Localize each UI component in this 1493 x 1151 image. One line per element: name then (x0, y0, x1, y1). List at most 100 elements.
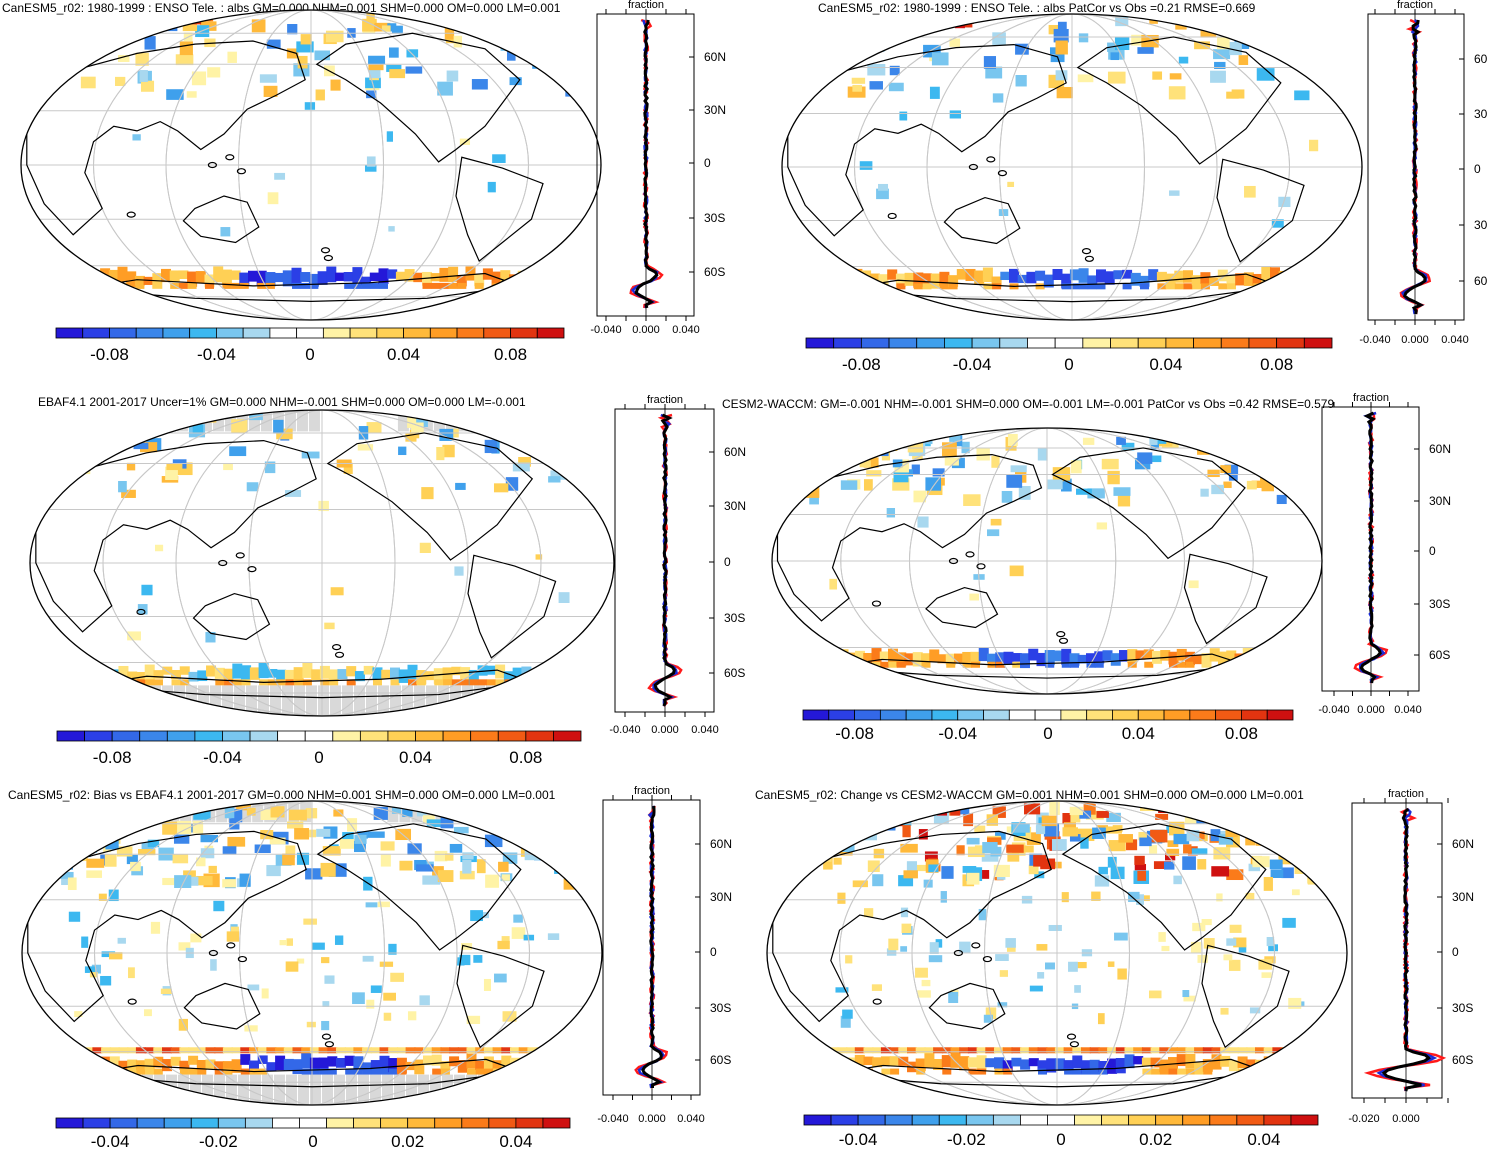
zonal-profile: fraction -0.040 0.000 0.040 60N 30N 0 30S 60S (1318, 392, 1451, 716)
profile-lat-label: 60S (724, 666, 745, 680)
colorbar-tick-label: -0.02 (947, 1130, 986, 1149)
colorbar-tick-label: 0.04 (1149, 355, 1182, 374)
profile-unit-label: fraction (647, 394, 683, 406)
coastlines (772, 823, 1290, 1088)
panel-title: CanESM5_r02: Change vs CESM2-WACCM GM=0.… (755, 788, 1304, 802)
profile-x-tick-label: 0.000 (638, 1113, 666, 1125)
profile-lat-label: 30S (704, 211, 725, 225)
map (766, 800, 1348, 1106)
colorbar-tick-label: 0.04 (1247, 1130, 1280, 1149)
map (20, 9, 602, 321)
map-border (766, 800, 1348, 1106)
profile-lat-label: 30S (724, 611, 745, 625)
profile-lat-label: 30N (710, 890, 732, 904)
zonal-profile: fraction -0.040 0.000 0.040 60N 30N 0 30S 60S (590, 0, 726, 336)
profile-curve-black (634, 19, 659, 309)
profile-x-tick-label: -0.020 (1348, 1113, 1379, 1125)
profile-lat-label: 60S (1452, 1053, 1473, 1067)
profile-curve-black (641, 805, 663, 1089)
colorbar-tick-label: -0.04 (938, 724, 977, 743)
colorbar: -0.08 -0.04 0 0.04 0.08 (56, 730, 582, 767)
profile-x-tick-label: -0.040 (1318, 704, 1349, 716)
map (781, 13, 1363, 321)
colorbar-tick-label: -0.02 (199, 1132, 238, 1151)
colorbar-tick-label: 0.02 (1139, 1130, 1172, 1149)
colorbar-tick-label: -0.08 (93, 748, 132, 767)
profile-lat-label: 0 (710, 945, 717, 959)
profile-x-tick-label: 0.000 (632, 324, 660, 336)
profile-lat-label: 60S (710, 1053, 731, 1067)
colorbar-tick-label: -0.08 (835, 724, 874, 743)
profile-lat-label: 60S (1429, 648, 1450, 662)
profile-x-tick-label: -0.040 (597, 1113, 628, 1125)
profile-unit-label: fraction (1388, 788, 1424, 800)
colorbar-tick-label: 0.04 (499, 1132, 532, 1151)
colorbar: -0.04 -0.02 0 0.02 0.04 (55, 1117, 571, 1151)
profile-unit-label: fraction (1353, 392, 1389, 404)
profile-x-tick-label: 0.000 (1357, 704, 1385, 716)
panel-title: EBAF4.1 2001-2017 Uncer=1% GM=0.000 NHM=… (38, 395, 526, 409)
profile-x-tick-label: -0.040 (1359, 334, 1390, 346)
colorbar-tick-label: 0.04 (387, 345, 420, 364)
profile-curve-black (1402, 19, 1427, 315)
colorbar-tick-label: 0.04 (399, 748, 432, 767)
graticule (30, 410, 614, 716)
profile-unit-label: fraction (628, 0, 664, 11)
panel-title: CanESM5_r02: 1980-1999 : ENSO Tele. : al… (818, 1, 1256, 15)
zonal-profile: fraction -0.040 0.000 0.040 60N 30N 0 30S 60S (597, 785, 732, 1125)
profile-lat-label: 60N (1452, 837, 1474, 851)
colorbar-tick-label: -0.04 (839, 1130, 878, 1149)
profile-lat-label: 60N (1429, 442, 1451, 456)
colorbar-tick-label: -0.04 (203, 748, 242, 767)
profile-unit-label: fraction (634, 785, 670, 797)
profile-lat-label: 60 (1474, 274, 1488, 288)
panel-title: CanESM5_r02: Bias vs EBAF4.1 2001-2017 G… (8, 788, 556, 802)
profile-x-tick-label: 0.000 (1401, 334, 1429, 346)
colorbar-tick-label: -0.08 (842, 355, 881, 374)
profile-x-tick-label: 0.000 (651, 724, 679, 736)
colorbar-tick-label: 0.08 (494, 345, 527, 364)
profile-lat-label: 60N (704, 50, 726, 64)
colorbar: -0.08 -0.04 0 0.04 0.08 (802, 709, 1294, 743)
colorbar-boxes (802, 709, 1294, 721)
panel-title: CanESM5_r02: 1980-1999 : ENSO Tele. : al… (2, 1, 561, 15)
profile-x-tick-label: -0.040 (590, 324, 621, 336)
profile-lat-label: 30S (1429, 597, 1450, 611)
zonal-profile: fraction -0.040 0.000 0.040 60 30 0 30 60 (1359, 0, 1488, 346)
profile-x-tick-label: 0.040 (1441, 334, 1469, 346)
map-border (29, 409, 615, 717)
profile-x-tick-label: 0.040 (677, 1113, 705, 1125)
zonal-profile: fraction -0.020 0.000 60N 30N 0 30S 60S (1348, 788, 1474, 1125)
colorbar-tick-label: 0.02 (391, 1132, 424, 1151)
profile-lat-label: 60N (710, 837, 732, 851)
map (771, 427, 1323, 695)
graticule (767, 801, 1347, 1105)
profile-lat-label: 0 (1452, 945, 1459, 959)
coastlines (27, 823, 545, 1088)
colorbar-tick-label: 0.08 (509, 748, 542, 767)
panel-3: EBAF4.1 2001-2017 Uncer=1% GM=0.000 NHM=… (0, 385, 746, 770)
colorbar-boxes (803, 1114, 1319, 1126)
coastlines (776, 447, 1268, 679)
profile-curve-black (1381, 807, 1432, 1092)
colorbar: -0.04 -0.02 0 0.02 0.04 (803, 1114, 1319, 1149)
colorbar-boxes (55, 1117, 571, 1129)
coastlines (35, 432, 557, 699)
map (29, 409, 615, 717)
panel-5: CanESM5_r02: Bias vs EBAF4.1 2001-2017 G… (0, 775, 745, 1151)
colorbar-tick-label: 0.04 (1122, 724, 1155, 743)
profile-x-tick-label: 0.040 (672, 324, 700, 336)
colorbar-tick-label: 0 (1043, 724, 1052, 743)
profile-lat-label: 30 (1474, 218, 1488, 232)
colorbar-tick-label: -0.04 (91, 1132, 130, 1151)
colorbar-tick-label: 0.08 (1260, 355, 1293, 374)
profile-lat-label: 30N (1452, 890, 1474, 904)
colorbar-tick-label: 0 (314, 748, 323, 767)
profile-lat-label: 0 (704, 156, 711, 170)
colorbar-tick-label: 0 (1056, 1130, 1065, 1149)
profile-lat-label: 30N (704, 103, 726, 117)
zonal-profile: fraction -0.040 0.000 0.040 60N 30N 0 30S 60S (609, 394, 746, 736)
coastlines (787, 36, 1305, 303)
colorbar-tick-label: 0 (305, 345, 314, 364)
colorbar-tick-label: 0 (308, 1132, 317, 1151)
